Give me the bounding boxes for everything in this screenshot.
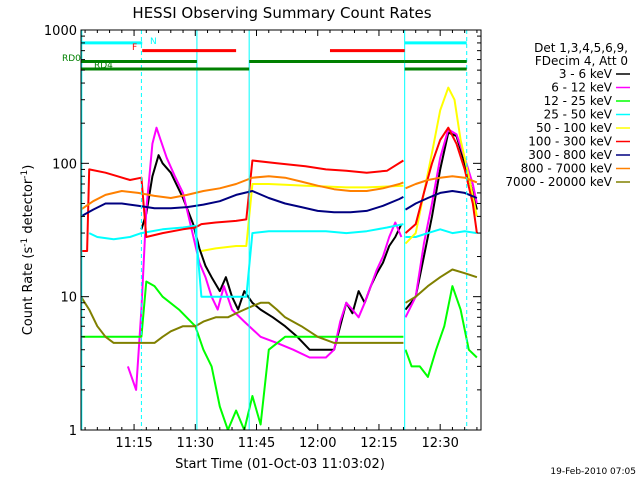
legend-label-100-300-kev: 100 - 300 keV: [528, 135, 612, 149]
y-axis-label-part1: Count Rate (s: [21, 247, 36, 336]
y-axis-label: Count Rate (s-1 detector-1): [20, 165, 36, 336]
y-tick-label-0: 1: [69, 424, 77, 439]
series-50-100-kev-line: [201, 183, 404, 252]
series-7000-20000-kev-line: [81, 296, 404, 344]
legend-label-12-25-kev: 12 - 25 keV: [544, 94, 613, 108]
series-100-300-kev-line-window-2: [404, 126, 478, 234]
flag-label-rd4: RD4: [94, 61, 113, 71]
legend-label-7000-20000-kev: 7000 - 20000 keV: [505, 175, 612, 189]
x-ticks-layer: 11:15 11:30 11:45 12:00 12:15 12:30: [84, 30, 478, 451]
x-tick-label-2: 11:45: [238, 436, 275, 451]
series-7000-20000-kev-line-window-2: [404, 268, 478, 304]
flag-label-n: N: [150, 37, 157, 47]
legend-label-25-50-kev: 25 - 50 keV: [544, 108, 613, 122]
x-tick-label-3: 12:00: [299, 436, 336, 451]
legend-header-line-1: Det 1,3,4,5,6,9,: [534, 41, 628, 55]
y-tick-label-3: 1000: [44, 24, 77, 39]
legend-label-6-12-kev: 6 - 12 keV: [551, 81, 613, 95]
legend-label-3-6-kev: 3 - 6 keV: [559, 67, 613, 81]
series-25-50-kev-line: [88, 223, 404, 298]
series-300-800-kev-line: [81, 190, 404, 218]
flag-label-f: F: [132, 43, 137, 53]
y-axis-label-part2: detector: [21, 178, 36, 238]
series-6-12-kev-line: [126, 126, 403, 391]
series-12-25-kev-line: [81, 280, 404, 430]
series-layer: [81, 86, 478, 430]
y-ticks-layer: 1 10 100 1000: [44, 24, 481, 439]
legend-header-line-2: FDecim 4, Att 0: [535, 54, 628, 68]
legend: Det 1,3,4,5,6,9, FDecim 4, Att 0 3 - 6 k…: [505, 41, 630, 189]
legend-label-800-7000-kev: 800 - 7000 keV: [521, 162, 613, 176]
series-800-7000-kev-line-window-2: [405, 175, 478, 190]
series-50-100-kev-line-window-2: [404, 86, 478, 245]
series-100-300-kev-line: [81, 159, 404, 252]
y-axis-label-sup2: -1: [20, 170, 30, 179]
y-axis-label-sup1: -1: [20, 238, 30, 247]
flags-layer: N F RD0 RD4: [62, 37, 467, 71]
series-6-12-kev-line-window-2: [404, 128, 478, 318]
y-axis-label-part3: ): [21, 165, 36, 170]
y-tick-label-2: 100: [52, 157, 77, 172]
series-25-50-kev-line-window-2: [405, 228, 478, 238]
series-12-25-kev-line-window-2: [404, 285, 478, 378]
x-tick-label-5: 12:30: [421, 436, 458, 451]
series-300-800-kev-line-window-2: [404, 190, 478, 211]
y-tick-label-1: 10: [60, 291, 77, 306]
flag-label-rd0: RD0: [62, 54, 81, 64]
x-tick-label-0: 11:15: [115, 436, 152, 451]
x-tick-label-4: 12:15: [360, 436, 397, 451]
timestamp: 19-Feb-2010 07:05: [550, 467, 636, 477]
x-axis-label: Start Time (01-Oct-03 11:03:02): [175, 457, 385, 472]
vertical-lines-layer: [81, 30, 468, 430]
legend-label-50-100-kev: 50 - 100 keV: [536, 121, 613, 135]
x-tick-label-1: 11:30: [177, 436, 214, 451]
chart-title: HESSI Observing Summary Count Rates: [132, 4, 431, 22]
series-800-7000-kev-line: [81, 175, 404, 211]
legend-label-300-800-kev: 300 - 800 keV: [528, 148, 612, 162]
